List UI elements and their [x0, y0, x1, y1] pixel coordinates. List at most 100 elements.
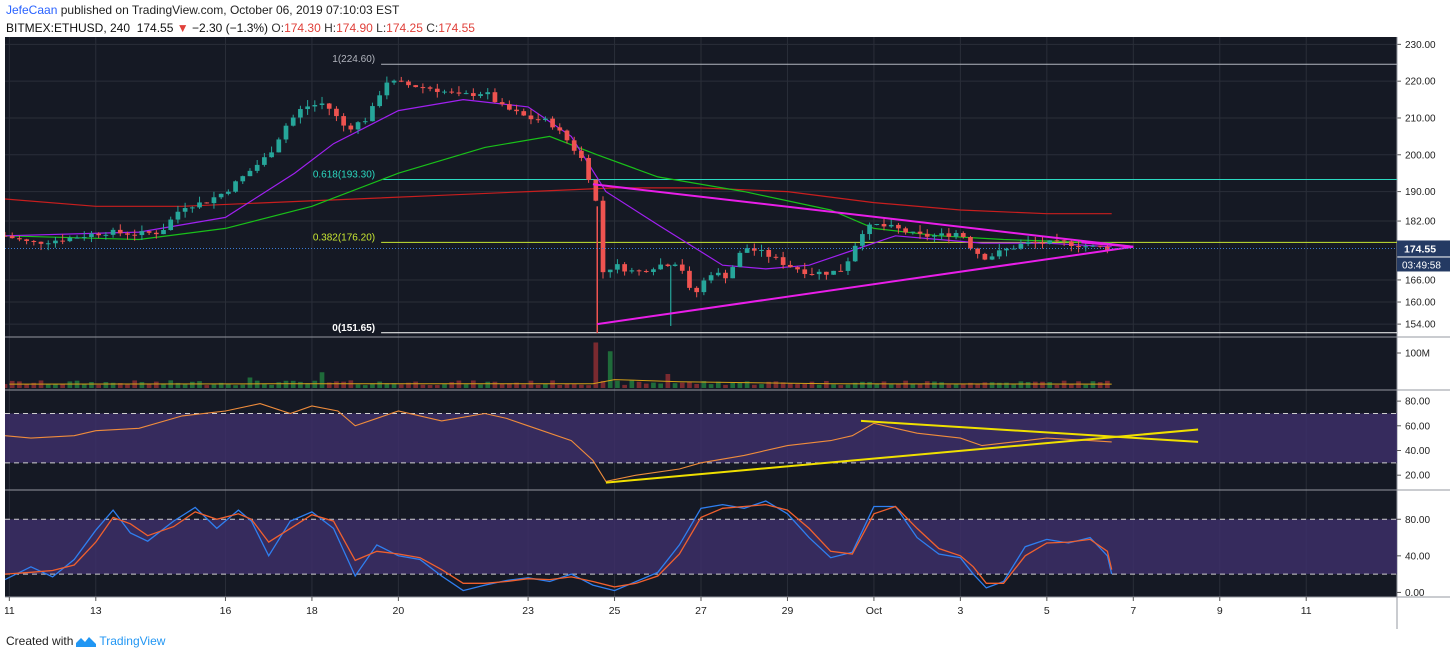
candle-body: [665, 264, 671, 266]
candle-body: [226, 191, 231, 194]
volume-bar: [874, 383, 880, 388]
candle-body: [348, 125, 354, 130]
candle-body: [463, 93, 469, 95]
candle-body: [427, 87, 433, 89]
candle-body: [290, 117, 296, 126]
candle-body: [139, 231, 145, 236]
chart-area[interactable]: 230.00 220.00 210.00 200.00 190.00 182.00 166.…: [2, 37, 1450, 629]
time-tick-label: 9: [1217, 605, 1223, 617]
volume-bar: [485, 381, 491, 388]
volume-bar: [413, 381, 419, 388]
volume-bar: [175, 382, 181, 388]
volume-bar: [968, 382, 973, 388]
last-price: 174.55: [136, 21, 174, 35]
candle-body: [845, 261, 851, 271]
volume-bar: [153, 381, 159, 388]
candle-body: [189, 207, 195, 209]
candle-body: [384, 82, 390, 96]
volume-bar: [996, 382, 1002, 388]
candle-body: [550, 118, 555, 128]
moving-average-green: [4, 135, 1112, 244]
symbol-label[interactable]: BITMEX:ETHUSD, 240: [6, 21, 131, 35]
candle-body: [1040, 242, 1045, 244]
volume-bar: [629, 380, 635, 388]
price-axis-background: [1397, 37, 1450, 597]
down-arrow-icon: ▼: [176, 21, 189, 35]
candle-body: [362, 121, 368, 123]
candle-body: [456, 92, 462, 94]
volume-bar: [917, 384, 923, 388]
candle-body: [528, 115, 534, 120]
volume-bar: [564, 383, 570, 388]
candle-body: [1083, 246, 1089, 248]
candle-body: [888, 224, 894, 227]
volume-bar: [305, 383, 310, 388]
volume-bar: [773, 381, 779, 388]
candle-body: [1025, 241, 1031, 244]
volume-bar: [24, 384, 29, 388]
candle-body: [470, 93, 476, 97]
candle-body: [968, 237, 973, 249]
volume-bar: [622, 384, 627, 388]
candle-body: [910, 231, 916, 233]
candle-body: [31, 240, 37, 242]
stoch-tick-label: 80.00: [1405, 515, 1430, 526]
volume-bar: [370, 383, 375, 388]
candle-body: [211, 197, 217, 204]
fib-level-label: 1(224.60): [332, 54, 375, 65]
last-price-label: 174.55: [1404, 243, 1436, 255]
volume-bar: [398, 384, 404, 388]
change-value: −2.30 (−1.3%): [191, 21, 269, 35]
candle-body: [269, 152, 274, 158]
rsi-line: [4, 403, 1112, 483]
candle-body: [406, 81, 411, 86]
countdown-tag: [1397, 257, 1450, 272]
volume-bar: [593, 342, 599, 388]
volume-bar: [737, 382, 743, 388]
volume-bar: [197, 381, 202, 388]
candle-body: [89, 233, 94, 238]
volume-bar: [406, 382, 411, 388]
volume-bar: [651, 382, 656, 388]
candle-body: [391, 80, 397, 83]
rsi-tick-label: 20.00: [1405, 471, 1430, 482]
candle-body: [420, 87, 426, 89]
author-link[interactable]: JefeCaan: [6, 3, 58, 17]
volume-bar: [989, 382, 995, 388]
candle-body: [809, 274, 815, 276]
rsi-tick-label: 40.00: [1405, 446, 1430, 457]
volume-bar: [788, 383, 793, 388]
candle-body: [398, 80, 404, 82]
volume-bar: [507, 383, 512, 388]
candle-body: [305, 106, 310, 110]
volume-bar: [254, 380, 260, 388]
candle-body: [773, 256, 779, 258]
candle-body: [377, 95, 382, 107]
candle-body: [874, 224, 880, 226]
volume-bar: [924, 381, 930, 388]
open-label: O:: [271, 21, 285, 35]
candle-body: [622, 264, 627, 272]
tradingview-brand[interactable]: TradingView: [99, 634, 166, 648]
volume-bar: [449, 382, 455, 388]
time-tick-label: 3: [957, 605, 963, 617]
candle-body: [1076, 246, 1081, 248]
time-tick-label: Oct: [866, 605, 882, 617]
volume-bar: [802, 383, 808, 388]
chart-svg[interactable]: 230.00220.00210.00200.00190.00182.00166.…: [2, 37, 1450, 629]
candle-body: [96, 233, 102, 236]
volume-bar: [1018, 381, 1024, 388]
volume-bar: [867, 381, 872, 388]
time-tick-label: 27: [695, 605, 707, 617]
volume-bar: [117, 383, 123, 388]
candle-body: [571, 140, 577, 151]
candle-body: [658, 264, 663, 270]
volume-bar: [103, 382, 109, 388]
wedge-apex: [1081, 241, 1134, 248]
volume-bar: [420, 384, 426, 388]
candle-body: [60, 240, 65, 242]
moving-average-purple: [4, 98, 1112, 270]
candle-body: [780, 257, 786, 265]
price-tick-label: 182.00: [1405, 217, 1436, 228]
candle-body: [744, 248, 750, 253]
